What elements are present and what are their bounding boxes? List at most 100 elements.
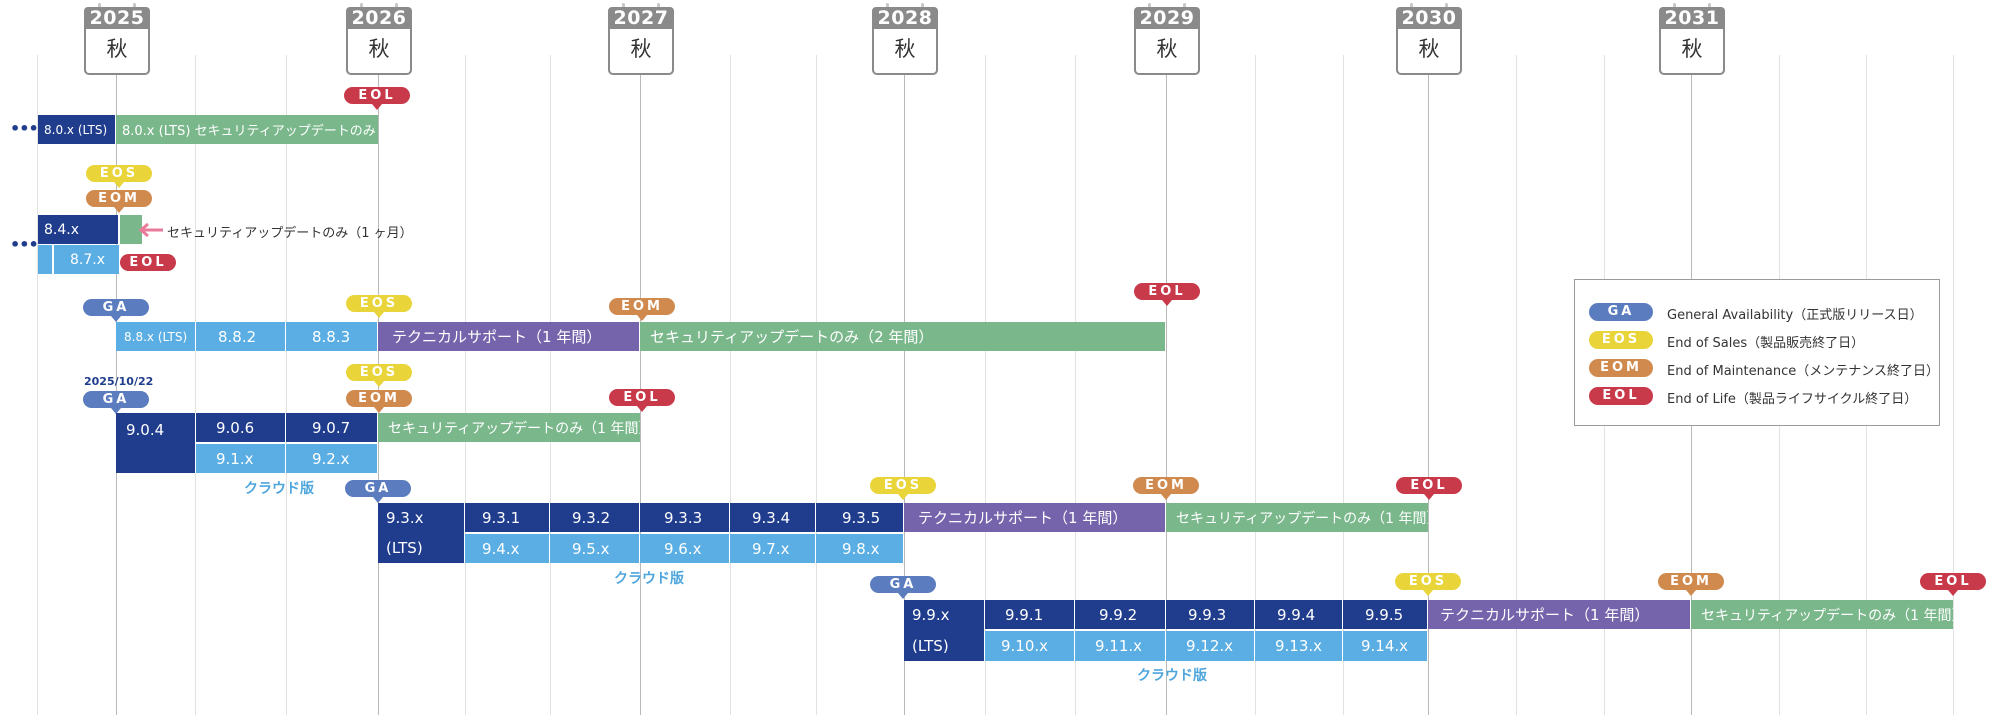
version-label: 8.4.x	[44, 221, 79, 238]
grid-line	[1075, 55, 1076, 715]
version-label: 9.9.3	[1188, 605, 1227, 624]
security-bar	[120, 215, 142, 244]
version-bar: 9.0.4	[116, 413, 196, 473]
season-label: 秋	[84, 29, 150, 75]
cloud-edition-label: クラウド版	[244, 481, 314, 497]
legend-text: End of Maintenance（メンテナンス終了日）	[1667, 364, 1939, 379]
version-bar: 9.3.3	[640, 503, 730, 532]
cloud-bar: 9.12.x	[1166, 631, 1255, 661]
version-bar: 9.0.7	[286, 413, 378, 442]
cloud-version-label: 9.2.x	[312, 449, 350, 468]
cloud-version-label: 9.12.x	[1186, 637, 1234, 655]
grid-line	[116, 55, 117, 715]
grid-line	[1516, 55, 1517, 715]
ga-tag: GA	[870, 576, 936, 599]
security-bar: セキュリティアップデートのみ（2 年間）	[640, 322, 1165, 351]
version-label: 9.9.1	[1005, 605, 1044, 624]
season-label: 秋	[346, 29, 412, 75]
eom-tag: EOM	[609, 298, 675, 321]
season-label: 秋	[872, 29, 938, 75]
security-bar: セキュリティアップデートのみ（1 年間）	[1691, 600, 1953, 629]
year-label: 2026	[346, 7, 412, 29]
cloud-version-label: 9.7.x	[752, 539, 790, 558]
grid-line	[985, 55, 986, 715]
year-header-2026: 2026 秋	[346, 3, 412, 75]
legend-text: General Availability（正式版リリース日）	[1667, 308, 1923, 323]
season-label: 秋	[1396, 29, 1462, 75]
version-bar: 8.8.x (LTS)	[116, 322, 196, 351]
grid-line	[1953, 55, 1954, 715]
version-label: 9.0.4	[126, 421, 165, 439]
eos-tag: EOS	[346, 295, 412, 318]
eol-tag: EOL	[609, 389, 675, 412]
lts-version-bar: 9.9.x (LTS)	[904, 600, 985, 661]
year-header-2029: 2029 秋	[1134, 3, 1200, 75]
year-header-2027: 2027 秋	[608, 3, 674, 75]
cloud-version-label: 9.8.x	[842, 539, 880, 558]
eos-tag: EOS	[1395, 573, 1461, 596]
ga-date: 2025/10/22	[84, 375, 154, 388]
cloud-version-label: 8.7.x	[70, 251, 105, 268]
year-label: 2029	[1134, 7, 1200, 29]
security-label: セキュリティアップデートのみ（1 年間）	[388, 420, 640, 437]
year-header-2025: 2025 秋	[84, 3, 150, 75]
grid-line	[286, 55, 287, 715]
ga-tag: GA	[83, 299, 149, 322]
ga-tag: GA	[1589, 303, 1653, 321]
cloud-edition-label: クラウド版	[1137, 668, 1207, 684]
eol-tag: EOL	[120, 254, 176, 271]
version-label: 8.0.x (LTS)	[44, 122, 108, 137]
security-label: 8.0.x (LTS) セキュリティアップデートのみ	[122, 124, 376, 139]
version-bar: 9.3.5	[816, 503, 904, 532]
version-bar: 9.9.3	[1166, 600, 1255, 629]
eom-tag: EOM	[1658, 573, 1724, 596]
version-bar: 9.9.4	[1255, 600, 1343, 629]
eol-tag: EOL	[344, 87, 410, 110]
eol-tag: EOL	[1134, 283, 1200, 306]
grid-line	[1428, 55, 1429, 715]
legend-text: End of Sales（製品販売終了日）	[1667, 336, 1865, 351]
version-bar: 9.9.1	[985, 600, 1075, 629]
version-label: 9.3.x	[386, 509, 424, 527]
lts-label: (LTS)	[912, 637, 949, 655]
version-bar: 9.9.5	[1343, 600, 1428, 629]
cloud-version-label: 9.10.x	[1001, 637, 1049, 655]
eol-tag: EOL	[1396, 477, 1462, 500]
security-note: セキュリティアップデートのみ（1 ヶ月）	[167, 226, 413, 241]
grid-line	[465, 55, 466, 715]
version-label: 9.0.6	[216, 418, 255, 437]
eom-tag: EOM	[1589, 359, 1653, 377]
cloud-bar: 8.7.x	[54, 245, 120, 274]
version-label: 9.3.1	[482, 508, 521, 527]
cloud-version-label: 9.11.x	[1095, 637, 1143, 655]
year-label: 2027	[608, 7, 674, 29]
version-label: 9.3.2	[572, 508, 611, 527]
version-label: 8.8.2	[218, 327, 257, 346]
security-bar: セキュリティアップデートのみ（1 年間）	[1166, 503, 1428, 532]
version-bar: 8.4.x	[38, 215, 119, 244]
lts-label: (LTS)	[386, 539, 423, 557]
tech-support-label: テクニカルサポート（1 年間）	[1440, 606, 1650, 624]
eom-tag: EOM	[86, 190, 152, 213]
grid-line	[1166, 55, 1167, 715]
version-bar: 9.9.2	[1075, 600, 1166, 629]
version-label: 8.8.x (LTS)	[124, 329, 188, 344]
legend: GA General Availability（正式版リリース日） EOS En…	[1574, 279, 1940, 426]
ga-tag: GA	[345, 480, 411, 503]
security-bar: セキュリティアップデートのみ（1 年間）	[378, 413, 640, 442]
grid-line	[904, 55, 905, 715]
version-label: 9.9.2	[1099, 605, 1138, 624]
cloud-bar: 9.13.x	[1255, 631, 1343, 661]
cloud-version-label: 9.13.x	[1275, 637, 1323, 655]
version-bar: 9.3.4	[730, 503, 816, 532]
tech-support-bar: テクニカルサポート（1 年間）	[378, 322, 640, 351]
version-bar: 8.8.3	[286, 322, 378, 351]
security-bar: 8.0.x (LTS) セキュリティアップデートのみ	[116, 115, 378, 144]
eom-tag: EOM	[1133, 477, 1199, 500]
grid-line	[640, 55, 641, 715]
continuation-dots: •••	[10, 235, 39, 254]
year-header-2031: 2031 秋	[1659, 3, 1725, 75]
year-label: 2031	[1659, 7, 1725, 29]
cloud-bar: 9.10.x	[985, 631, 1075, 661]
